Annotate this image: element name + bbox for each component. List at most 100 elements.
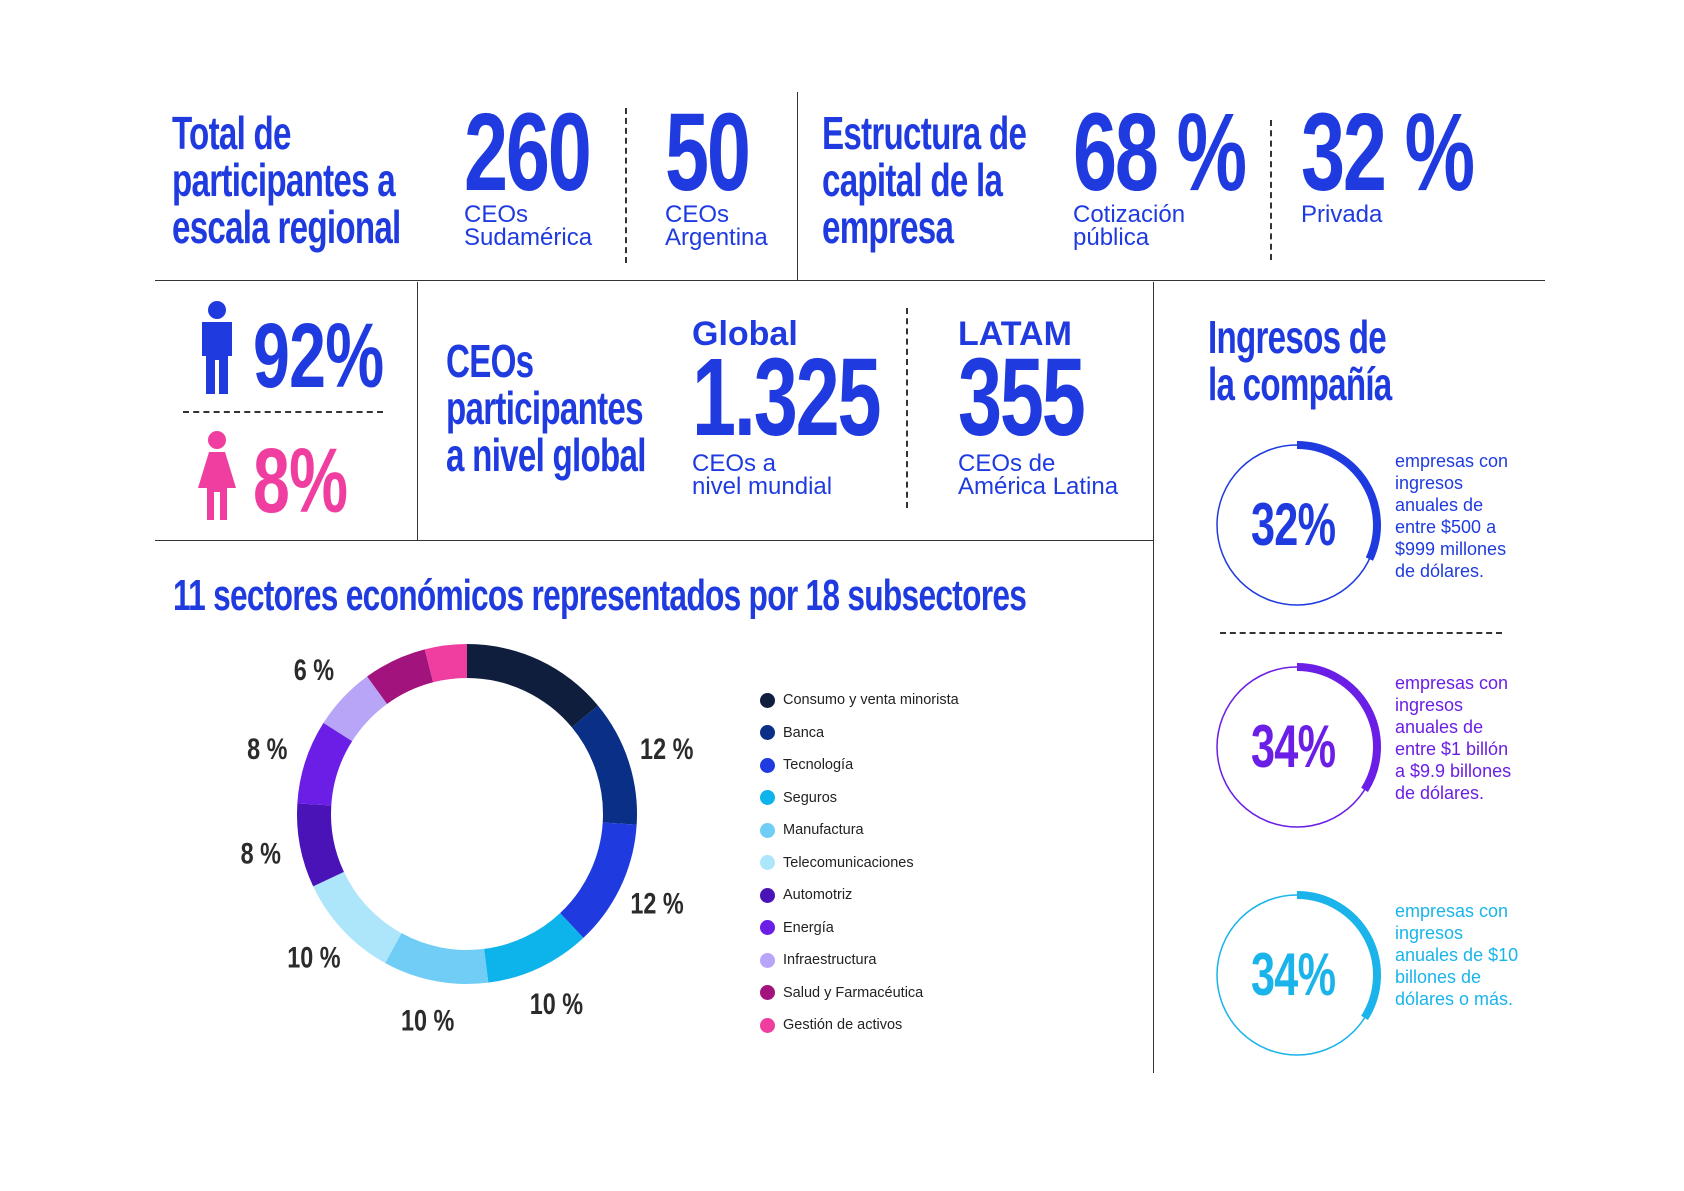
- legend-item: Gestión de activos: [760, 1017, 902, 1033]
- male-icon: [202, 301, 232, 394]
- revenue-description: empresas con ingresos anuales de $10 billon…: [1395, 900, 1518, 1010]
- argentina-label-2: Argentina: [665, 224, 768, 251]
- global-title: CEOs participantes a nivel global: [446, 338, 646, 479]
- donut-label-9: 6 %: [294, 653, 334, 686]
- legend-label: Tecnología: [783, 757, 854, 773]
- female-icon: [198, 431, 236, 520]
- legend-swatch: [760, 692, 775, 708]
- latam-label: CEOs de América Latina: [958, 452, 1133, 500]
- revenue-description-line: empresas con: [1395, 901, 1509, 921]
- legend-item: Tecnología: [760, 757, 853, 773]
- legend-label: Manufactura: [783, 822, 864, 838]
- legend-label: Consumo y venta minorista: [783, 692, 959, 708]
- legend-item: Telecomunicaciones: [760, 855, 914, 871]
- global-heading: Global: [692, 315, 798, 353]
- legend-label: Automotriz: [783, 887, 853, 903]
- donut-slice-8: [297, 722, 353, 806]
- donut-label-3: 12 %: [630, 887, 683, 920]
- divider-top-horizontal: [155, 280, 1545, 281]
- argentina-value: 50: [665, 91, 751, 214]
- legend-swatch: [760, 822, 775, 838]
- publica-label: Cotización pública: [1073, 201, 1312, 251]
- global-label-1: CEOs a: [692, 450, 777, 477]
- revenue-description-line: empresas con: [1395, 673, 1509, 693]
- revenue-description-line: entre $500 a: [1395, 517, 1497, 537]
- privada-value: 32 %: [1301, 91, 1475, 214]
- donut-slice-6: [313, 871, 402, 963]
- donut-slice-9: [323, 676, 388, 742]
- revenue-description-line: ingresos: [1395, 473, 1464, 493]
- revenue-title-line-2: la compañía: [1208, 358, 1392, 410]
- legend-swatch: [760, 952, 775, 968]
- revenue-percent: 34%: [1251, 713, 1336, 780]
- global-block: Global 1.325 CEOs a nivel mundial: [692, 315, 952, 500]
- legend-label: Infraestructura: [783, 952, 877, 968]
- legend-label: Telecomunicaciones: [783, 854, 914, 871]
- sector-donut-chart: 14 %12 %12 %10 %10 %10 %8 %8 %6 %6 %4 %: [241, 640, 694, 1037]
- legend-swatch: [760, 920, 775, 935]
- latam-value: 355: [958, 336, 1086, 459]
- donut-label-1: 14 %: [530, 640, 583, 641]
- legend-label: Banca: [783, 724, 825, 741]
- dash-global-latam: [906, 308, 908, 508]
- revenue-description: empresas con ingresos anuales de entre $500…: [1395, 450, 1508, 582]
- capital-title: Estructura de capital de la empresa: [822, 107, 1027, 253]
- revenue-description-line: empresas con: [1395, 451, 1509, 471]
- divider-right-column: [1153, 282, 1154, 1073]
- legend-item: Infraestructura: [760, 952, 877, 968]
- global-label-2: nivel mundial: [692, 473, 833, 500]
- revenue-ring-arc: [1296, 441, 1381, 561]
- revenue-description-line: entre $1 billón: [1395, 739, 1509, 759]
- revenue-description-line: a $9.9 billones: [1395, 761, 1512, 781]
- revenue-ring: [1216, 441, 1381, 606]
- donut-slice-5: [385, 933, 489, 984]
- participants-title: Total de participantes a escala regional: [172, 110, 401, 251]
- donut-label-6: 10 %: [287, 941, 340, 974]
- revenue-description-line: $999 millones: [1395, 539, 1507, 559]
- capital-title-line-2: capital de la: [822, 154, 1003, 206]
- participants-title-line-3: escala regional: [172, 201, 401, 253]
- revenue-ring: [1216, 891, 1381, 1056]
- latam-heading: LATAM: [958, 315, 1072, 353]
- donut-label-2: 12 %: [640, 732, 693, 765]
- dash-sudamerica-argentina: [625, 108, 627, 263]
- legend-label: Energía: [783, 919, 834, 936]
- capital-title-line-3: empresa: [822, 201, 954, 253]
- privada-label-1: Privada: [1301, 201, 1383, 228]
- legend-label: Seguros: [783, 789, 838, 806]
- publica-label-2: pública: [1073, 224, 1150, 251]
- legend-item: Consumo y venta minorista: [760, 692, 959, 708]
- donut-slice-11: [424, 644, 467, 683]
- argentina-label-1: CEOs: [665, 201, 730, 228]
- donut-slice-4: [484, 913, 584, 983]
- revenue-ring-arc: [1296, 663, 1381, 793]
- capital-title-line-1: Estructura de: [822, 107, 1027, 159]
- female-percent: 8%: [253, 430, 348, 532]
- latam-label-2: América Latina: [958, 473, 1119, 500]
- legend-label: Gestión de activos: [783, 1017, 903, 1033]
- revenue-percent: 34%: [1251, 941, 1336, 1008]
- participants-title-line-1: Total de: [172, 107, 291, 159]
- publica-block: 68 % Cotización pública: [1073, 98, 1312, 251]
- global-value: 1.325: [692, 336, 882, 459]
- revenue-description-line: de dólares.: [1395, 783, 1485, 803]
- publica-label-1: Cotización: [1073, 201, 1186, 228]
- donut-slice-1: [467, 644, 598, 728]
- legend-swatch: [760, 757, 775, 773]
- legend-label: Salud y Farmacéutica: [783, 984, 924, 1001]
- divider-gender: [417, 282, 418, 540]
- revenue-description-line: anuales de $10: [1395, 945, 1519, 965]
- sudamerica-label-1: CEOs: [464, 201, 529, 228]
- donut-label-5: 10 %: [401, 1004, 454, 1037]
- latam-block: LATAM 355 CEOs de América Latina: [958, 315, 1133, 500]
- divider-top-center: [797, 92, 798, 280]
- dash-revenue: [1220, 632, 1502, 634]
- revenue-description-line: de dólares.: [1395, 561, 1485, 581]
- chart-title: 11 sectores económicos representados por…: [173, 571, 1027, 620]
- donut-slice-10: [367, 649, 434, 704]
- argentina-label: CEOs Argentina: [665, 201, 781, 251]
- donut-slice-2: [571, 705, 637, 825]
- donut-slice-3: [560, 822, 637, 938]
- global-title-line-3: a nivel global: [446, 429, 646, 481]
- global-title-line-2: participantes: [446, 382, 644, 434]
